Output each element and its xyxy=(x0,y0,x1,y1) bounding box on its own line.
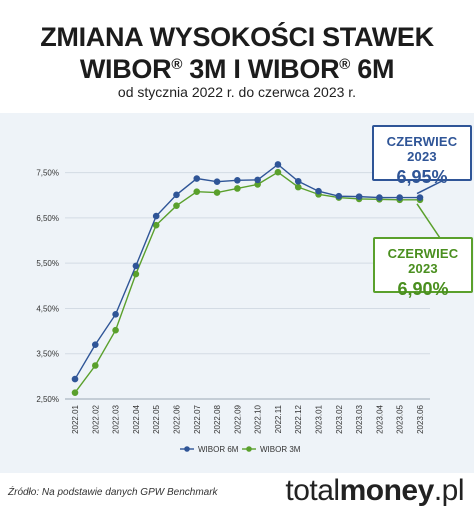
wibor-6m-point xyxy=(254,176,261,184)
x-tick-label: 2022.07 xyxy=(193,404,202,433)
wibor-3m-legend-marker xyxy=(246,446,252,452)
x-tick-label: 2023.05 xyxy=(396,404,405,433)
x-tick-label: 2022.06 xyxy=(172,404,181,433)
x-tick-label: 2023.06 xyxy=(416,404,425,433)
wibor-6m-point xyxy=(294,177,302,185)
wibor-3m-point xyxy=(254,181,261,188)
x-tick-label: 2022.04 xyxy=(132,404,141,433)
y-tick-label: 4,50% xyxy=(36,304,59,313)
wibor-6m-point xyxy=(71,375,79,383)
callout-wibor-6m-value: 6,95% xyxy=(396,167,448,187)
wibor-6m-point xyxy=(132,262,140,270)
wibor-6m-point xyxy=(91,341,99,348)
y-tick-label: 3,50% xyxy=(36,350,59,359)
chart-title-line1: ZMIANA WYSOKOŚCI STAWEK xyxy=(40,22,434,52)
callout-wibor-3m: CZERWIEC 2023 6,90% xyxy=(373,237,473,299)
y-tick-label: 6,50% xyxy=(36,214,59,223)
wibor-6m-point xyxy=(152,212,160,220)
registered-mark-a: ® xyxy=(171,56,183,73)
wibor-6m-point xyxy=(335,192,343,200)
x-tick-label: 2022.03 xyxy=(112,404,121,433)
wibor-3m-point xyxy=(274,168,282,176)
wibor-6m-point xyxy=(376,194,383,201)
x-tick-label: 2022.11 xyxy=(274,404,283,433)
x-tick-label: 2022.01 xyxy=(71,404,80,433)
wibor-6m-point xyxy=(234,177,241,184)
brand-logo[interactable]: totalmoney.pl xyxy=(285,474,464,508)
callout-wibor-3m-label: CZERWIEC 2023 xyxy=(387,246,459,276)
x-tick-label: 2022.05 xyxy=(152,404,161,433)
x-tick-label: 2023.03 xyxy=(355,404,364,433)
wibor-3m-point xyxy=(193,188,201,195)
brand-total: total xyxy=(285,474,340,507)
x-tick-label: 2022.08 xyxy=(213,404,222,433)
wibor-3m-point xyxy=(234,185,241,192)
callout-wibor-6m-label: CZERWIEC 2023 xyxy=(386,134,458,164)
wibor-3m-legend-label: WIBOR 3M xyxy=(260,445,301,454)
wibor-6m-point xyxy=(193,175,201,182)
x-tick-label: 2022.12 xyxy=(294,404,303,433)
y-tick-label: 2,50% xyxy=(36,395,59,404)
y-tick-label: 7,50% xyxy=(36,169,59,178)
wibor-6m-point xyxy=(112,311,119,318)
x-tick-label: 2023.04 xyxy=(375,404,384,433)
brand-suffix: .pl xyxy=(433,474,465,507)
x-tick-label: 2022.09 xyxy=(233,404,242,433)
wibor-3m-point xyxy=(112,326,119,334)
title-wibor-b: WIBOR xyxy=(247,54,340,84)
wibor-6m-point xyxy=(213,178,221,185)
x-tick-label: 2023.02 xyxy=(335,404,344,433)
title-wibor-a: WIBOR xyxy=(79,54,172,84)
x-tick-label: 2022.02 xyxy=(91,404,100,433)
wibor-3m-point xyxy=(213,189,221,196)
wibor-3m-point xyxy=(71,389,79,396)
wibor-3m-point xyxy=(294,183,302,191)
wibor-3m-point xyxy=(132,270,140,278)
wibor-3m-point xyxy=(173,202,180,209)
registered-mark-b: ® xyxy=(339,56,351,73)
callout-wibor-6m: CZERWIEC 2023 6,95% xyxy=(372,125,472,187)
wibor-6m-point xyxy=(274,161,282,168)
y-tick-label: 5,50% xyxy=(36,259,59,268)
wibor-6m-legend-marker xyxy=(184,446,190,452)
chart-subtitle: od stycznia 2022 r. do czerwca 2023 r. xyxy=(117,84,357,100)
wibor-6m-point xyxy=(355,193,363,200)
wibor-6m-point xyxy=(315,187,322,195)
wibor-3m-line xyxy=(74,171,420,394)
callout-3m-pointer xyxy=(416,203,460,239)
wibor-6m-point xyxy=(173,191,180,199)
x-tick-label: 2023.01 xyxy=(315,404,324,433)
source-note: Źródło: Na podstawie danych GPW Benchmar… xyxy=(8,487,218,498)
wibor-6m-point xyxy=(396,194,404,201)
wibor-3m-point xyxy=(91,362,99,369)
x-tick-label: 2022.10 xyxy=(254,404,263,433)
wibor-6m-line xyxy=(74,163,420,380)
title-end: 6M xyxy=(350,54,395,84)
wibor-3m-point xyxy=(152,221,160,229)
wibor-6m-legend-label: WIBOR 6M xyxy=(198,445,239,454)
title-mid: 3M I xyxy=(182,54,248,84)
callout-wibor-3m-value: 6,90% xyxy=(397,279,449,299)
chart-title-line2: WIBOR® 3M I WIBOR® 6M xyxy=(0,54,474,85)
wibor-6m-point xyxy=(416,194,424,201)
brand-money: money xyxy=(339,474,435,507)
